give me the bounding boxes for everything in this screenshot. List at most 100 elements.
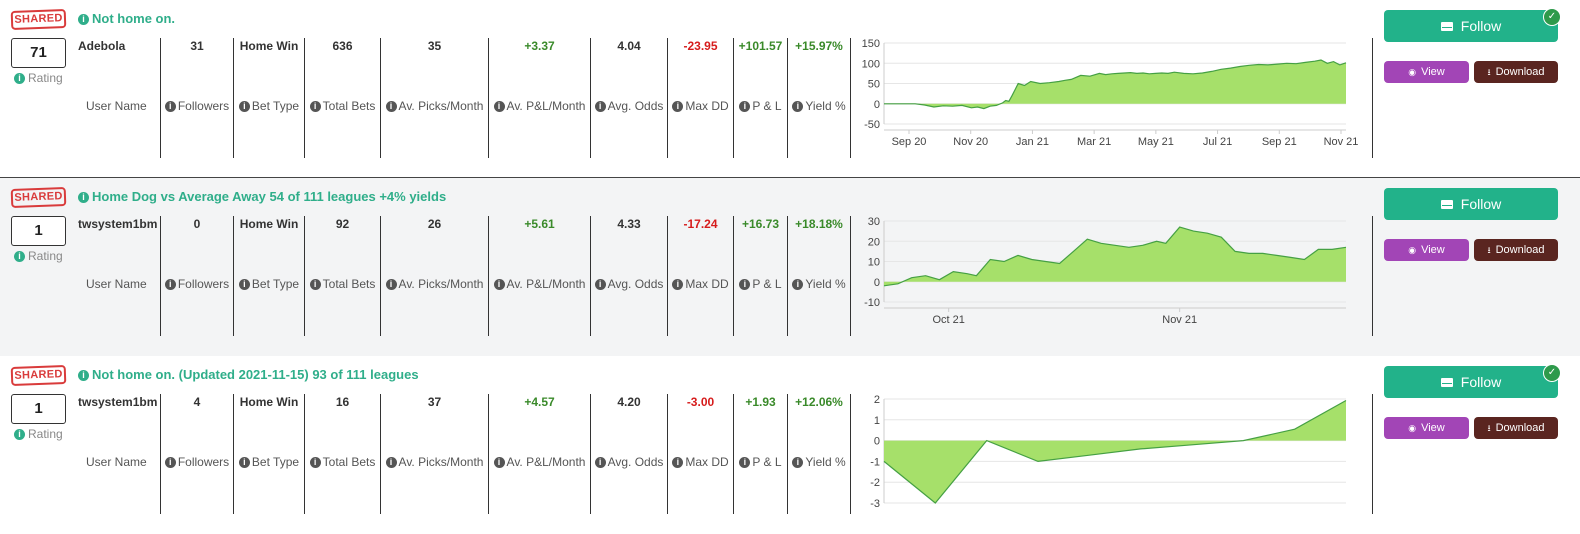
info-icon: i bbox=[792, 457, 804, 468]
system-title[interactable]: i Not home on. (Updated 2021-11-15) 93 of… bbox=[78, 367, 419, 382]
rating-label-text: Rating bbox=[28, 249, 63, 263]
bet-type-label-text: Bet Type bbox=[251, 99, 300, 113]
view-button[interactable]: ◉ View bbox=[1384, 417, 1469, 439]
stat-pl-month: +5.61 i Av. P&L/Month bbox=[489, 216, 591, 336]
info-icon: i bbox=[238, 279, 250, 290]
envelope-icon bbox=[1440, 22, 1453, 31]
stat-avg-odds: 4.20 i Avg. Odds bbox=[591, 394, 668, 514]
rating-label-text: Rating bbox=[28, 71, 63, 85]
view-button[interactable]: ◉ View bbox=[1384, 61, 1469, 83]
eye-icon: ◉ bbox=[1408, 245, 1417, 255]
info-icon: i bbox=[309, 279, 321, 290]
pl-month-label-text: Av. P&L/Month bbox=[506, 99, 586, 113]
system-row: SHARED i Not home on. 71 i Rating Adebola User … bbox=[0, 0, 1580, 178]
picks-month-label: i Av. Picks/Month bbox=[381, 99, 488, 113]
followers-value: 4 bbox=[193, 395, 201, 409]
total-bets-label-text: Total Bets bbox=[322, 277, 376, 291]
avg-odds-value: 4.33 bbox=[617, 217, 641, 231]
system-title-text[interactable]: Home Dog vs Average Away 54 of 111 leagu… bbox=[92, 189, 447, 204]
info-icon: i bbox=[792, 101, 804, 112]
followers-label-text: Followers bbox=[177, 455, 230, 469]
yield-label: i Yield % bbox=[788, 455, 850, 469]
download-button[interactable]: ⭳ Download bbox=[1474, 61, 1558, 83]
bet-type-label: i Bet Type bbox=[234, 455, 304, 469]
user-name-value[interactable]: twsystem1bm bbox=[78, 217, 158, 231]
x-tick-label: May 21 bbox=[1138, 136, 1174, 148]
y-tick-label: 100 bbox=[862, 58, 880, 70]
avg-odds-label: i Avg. Odds bbox=[591, 99, 667, 113]
info-icon: i bbox=[78, 192, 89, 203]
bet-type-label-text: Bet Type bbox=[251, 455, 300, 469]
user-name-label-text: User Name bbox=[86, 99, 147, 113]
pl-label-text: P & L bbox=[752, 277, 782, 291]
bet-type-value: Home Win bbox=[239, 395, 299, 409]
x-tick-label: Oct 21 bbox=[932, 314, 964, 326]
max-dd-label-text: Max DD bbox=[685, 277, 729, 291]
pl-month-value: +5.61 bbox=[524, 217, 555, 231]
yield-value: +15.97% bbox=[795, 39, 843, 53]
download-button[interactable]: ⭳ Download bbox=[1474, 239, 1558, 261]
series-line bbox=[883, 226, 1347, 287]
x-tick-label: Nov 20 bbox=[953, 136, 988, 148]
system-title[interactable]: i Not home on. bbox=[78, 11, 175, 26]
info-icon: i bbox=[309, 457, 321, 468]
user-name-label: User Name bbox=[78, 455, 160, 469]
max-dd-label-text: Max DD bbox=[685, 99, 729, 113]
info-icon: i bbox=[672, 279, 684, 290]
info-icon: i bbox=[309, 101, 321, 112]
pl-month-label: i Av. P&L/Month bbox=[489, 277, 590, 291]
download-icon: ⭳ bbox=[1487, 67, 1491, 77]
view-button[interactable]: ◉ View bbox=[1384, 239, 1469, 261]
series-line bbox=[883, 399, 1347, 504]
followers-label: i Followers bbox=[161, 455, 233, 469]
download-button[interactable]: ⭳ Download bbox=[1474, 417, 1558, 439]
info-icon: i bbox=[78, 14, 89, 25]
system-title-text[interactable]: Not home on. bbox=[92, 11, 176, 26]
system-title[interactable]: i Home Dog vs Average Away 54 of 111 leag… bbox=[78, 189, 446, 204]
info-icon: i bbox=[78, 370, 89, 381]
follow-label: Follow bbox=[1460, 18, 1502, 34]
info-icon: i bbox=[238, 101, 250, 112]
user-name-label-text: User Name bbox=[86, 277, 147, 291]
rating-value: 1 bbox=[11, 216, 66, 246]
y-tick-label: 30 bbox=[868, 216, 880, 228]
total-bets-label: i Total Bets bbox=[305, 455, 380, 469]
column-divider bbox=[1372, 216, 1373, 336]
x-tick-label: Mar 21 bbox=[1077, 136, 1111, 148]
system-title-text[interactable]: Not home on. (Updated 2021-11-15) 93 of … bbox=[92, 367, 419, 382]
info-icon: i bbox=[164, 101, 176, 112]
total-bets-label: i Total Bets bbox=[305, 99, 380, 113]
bet-type-value: Home Win bbox=[239, 39, 299, 53]
follow-button[interactable]: Follow bbox=[1384, 10, 1558, 42]
yield-label-text: Yield % bbox=[805, 455, 846, 469]
user-name-value[interactable]: Adebola bbox=[78, 39, 126, 53]
pl-month-value: +3.37 bbox=[524, 39, 555, 53]
x-tick-label: Jan 21 bbox=[1016, 136, 1049, 148]
pl-value: +101.57 bbox=[738, 39, 783, 53]
download-label: Download bbox=[1495, 66, 1545, 78]
info-icon: i bbox=[164, 457, 176, 468]
info-icon: i bbox=[238, 457, 250, 468]
avg-odds-label-text: Avg. Odds bbox=[607, 455, 664, 469]
followers-value: 0 bbox=[193, 217, 201, 231]
stat-total-bets: 92 i Total Bets bbox=[305, 216, 381, 336]
stat-max-dd: -17.24 i Max DD bbox=[668, 216, 734, 336]
pl-chart: 150 100 50 0 -50 Sep 20 Nov 20 Jan 21 Mar 21 May … bbox=[862, 38, 1359, 148]
follow-button[interactable]: Follow bbox=[1384, 188, 1558, 220]
stat-user-name: Adebola User Name bbox=[78, 38, 161, 158]
pl-chart: 30 20 10 0 -10 Oct 21 Nov 21 bbox=[864, 216, 1347, 326]
eye-icon: ◉ bbox=[1408, 67, 1417, 77]
y-tick-label: -2 bbox=[870, 477, 880, 489]
info-icon: i bbox=[14, 251, 25, 262]
stat-picks-month: 26 i Av. Picks/Month bbox=[381, 216, 489, 336]
user-name-label: User Name bbox=[78, 99, 160, 113]
y-tick-label: 0 bbox=[874, 436, 880, 448]
series-line bbox=[884, 59, 1347, 110]
follow-button[interactable]: Follow bbox=[1384, 366, 1558, 398]
info-icon: i bbox=[14, 73, 25, 84]
user-name-value[interactable]: twsystem1bm bbox=[78, 395, 158, 409]
picks-month-label: i Av. Picks/Month bbox=[381, 277, 488, 291]
info-icon: i bbox=[385, 457, 397, 468]
stat-avg-odds: 4.33 i Avg. Odds bbox=[591, 216, 668, 336]
